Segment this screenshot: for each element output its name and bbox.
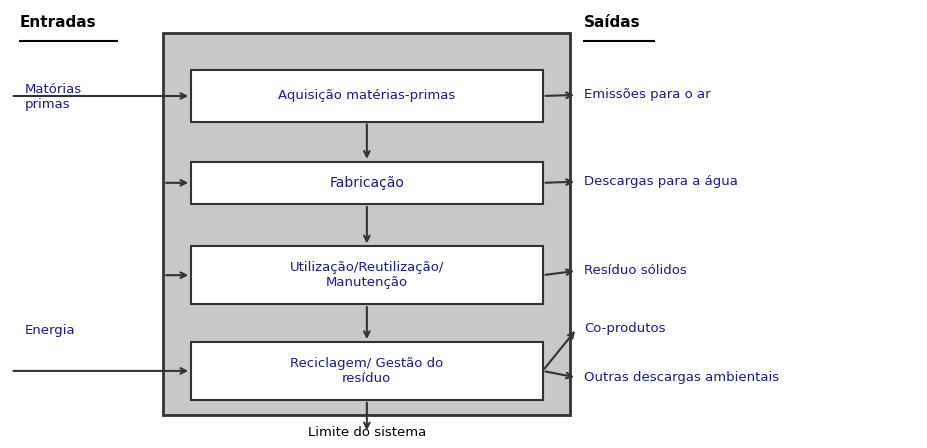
- Text: Limite do sistema: Limite do sistema: [308, 426, 425, 439]
- FancyBboxPatch shape: [191, 342, 542, 400]
- FancyBboxPatch shape: [191, 70, 542, 121]
- Text: Energia: Energia: [24, 324, 75, 337]
- Text: Matórias
primas: Matórias primas: [24, 83, 82, 111]
- Text: Resíduo sólidos: Resíduo sólidos: [584, 264, 686, 277]
- Text: Saídas: Saídas: [584, 15, 641, 30]
- Text: Emissões para o ar: Emissões para o ar: [584, 88, 710, 101]
- FancyBboxPatch shape: [191, 162, 542, 204]
- Text: Reciclagem/ Gestão do
resíduo: Reciclagem/ Gestão do resíduo: [290, 357, 443, 385]
- Text: Descargas para a água: Descargas para a água: [584, 175, 737, 188]
- Text: Entradas: Entradas: [19, 15, 96, 30]
- Text: Fabricação: Fabricação: [329, 176, 404, 190]
- FancyBboxPatch shape: [191, 246, 542, 304]
- Text: Utilização/Reutilização/
Manutenção: Utilização/Reutilização/ Manutenção: [289, 261, 443, 289]
- Text: Aquisição matérias-primas: Aquisição matérias-primas: [278, 90, 455, 103]
- FancyBboxPatch shape: [163, 33, 570, 415]
- Text: Co-produtos: Co-produtos: [584, 322, 665, 335]
- Text: Outras descargas ambientais: Outras descargas ambientais: [584, 371, 779, 384]
